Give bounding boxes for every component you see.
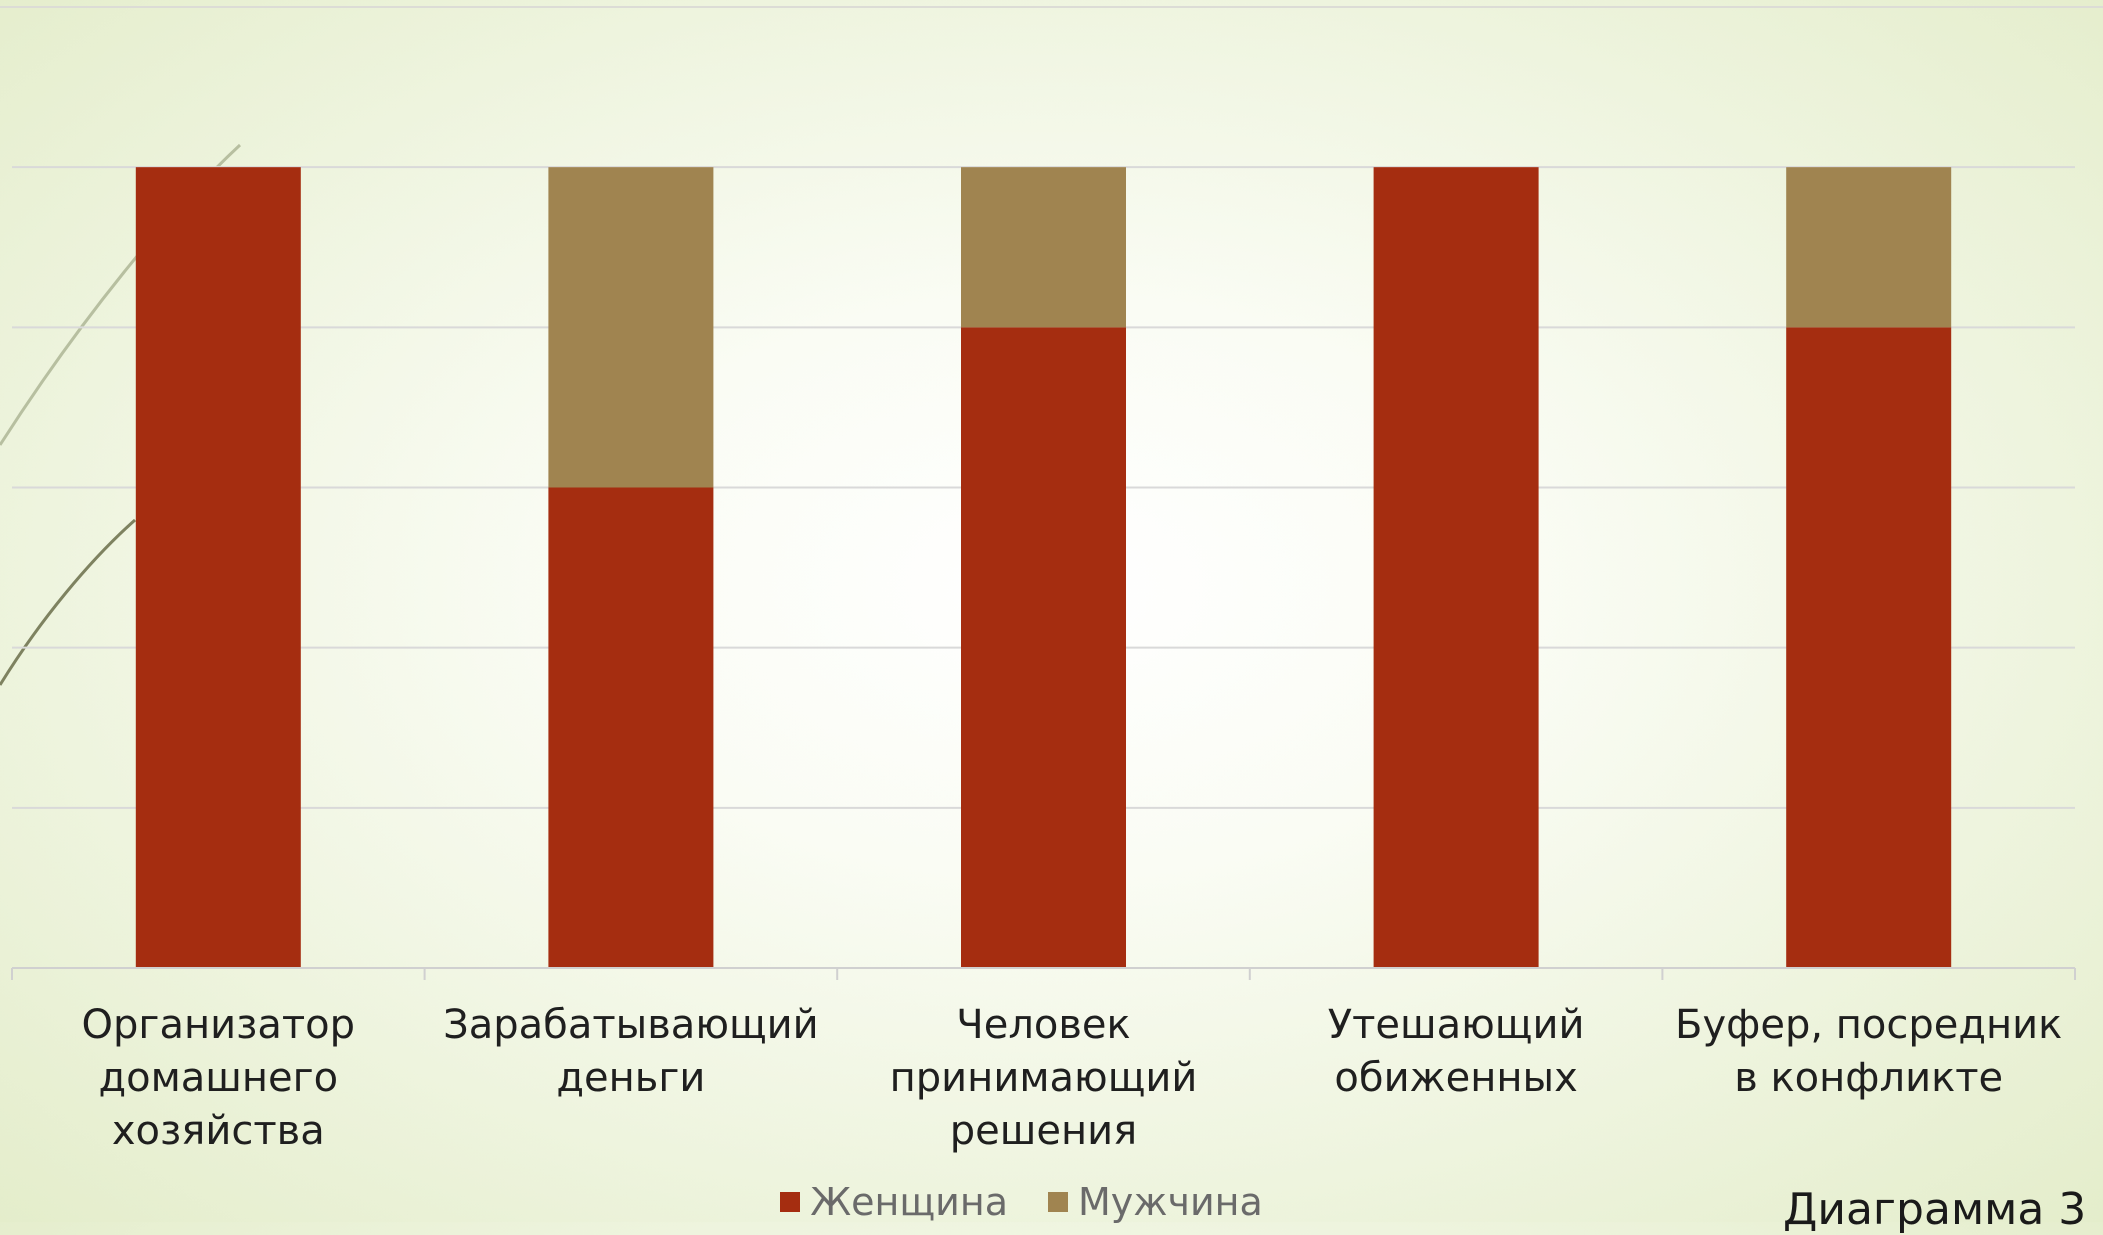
bar-segment-man-2 — [548, 167, 714, 488]
diagram-caption: Диаграмма 3 — [1783, 1184, 2087, 1235]
bars — [135, 167, 1952, 968]
x-tick-label: Буфер, посредник в конфликте — [1675, 1002, 2063, 1101]
legend-label-man: Мужчина — [1077, 1180, 1263, 1224]
x-tick-label: Зарабатывающий деньги — [443, 1002, 819, 1101]
legend-item-man: Мужчина — [1047, 1180, 1263, 1224]
x-tick-label: Утешающий обиженных — [1327, 1002, 1585, 1101]
bar-segment-woman-4 — [1373, 167, 1539, 968]
bar-segment-woman-5 — [1786, 327, 1952, 968]
bar-segment-woman-2 — [548, 487, 714, 968]
legend-swatch-woman — [780, 1192, 801, 1212]
legend: Женщина Мужчина — [0, 1180, 2103, 1224]
x-tick-label: Человек принимающий решения — [889, 1002, 1198, 1154]
bar-segment-woman-1 — [135, 167, 301, 968]
legend-swatch-man — [1047, 1192, 1068, 1212]
legend-item-woman: Женщина — [780, 1180, 1008, 1224]
x-tick-label: Организатор домашнего хозяйства — [81, 1002, 356, 1154]
bar-segment-man-3 — [961, 167, 1126, 328]
x-axis — [11, 967, 2076, 980]
bar-segment-woman-3 — [961, 327, 1126, 968]
bar-segment-man-5 — [1786, 167, 1952, 328]
legend-label-woman: Женщина — [810, 1180, 1008, 1224]
